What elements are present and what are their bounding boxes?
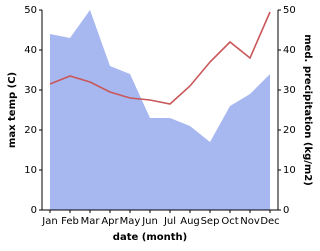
y-tick-label: 40 [24, 45, 37, 56]
y-tick-label: 30 [24, 85, 37, 96]
y-axis-label: max temp (C) [7, 72, 18, 148]
y2-tick-label: 10 [283, 165, 296, 176]
x-tick-label: Dec [260, 216, 279, 227]
x-tick-label: Jul [163, 216, 176, 227]
x-tick-label: May [120, 216, 141, 227]
y-tick-label: 10 [24, 165, 37, 176]
x-tick-label: Apr [101, 216, 119, 227]
y2-tick-label: 20 [283, 125, 296, 136]
chart: date (month) max temp (C) med. precipita… [7, 5, 313, 243]
y2-tick-label: 30 [283, 85, 296, 96]
x-tick-label: Aug [180, 216, 200, 227]
y2-tick-label: 40 [283, 45, 296, 56]
y-tick-label: 20 [24, 125, 37, 136]
y2-tick-label: 50 [283, 5, 296, 16]
x-tick-label: Nov [240, 216, 260, 227]
y2-axis-label: med. precipitation (kg/m2) [302, 34, 313, 186]
x-tick-label: Feb [61, 216, 79, 227]
x-tick-label: Sep [201, 216, 220, 227]
y-tick-label: 50 [24, 5, 37, 16]
precipitation-area [50, 10, 270, 210]
x-tick-label: Jan [41, 216, 57, 227]
temperature-line [49, 11, 271, 105]
y2-tick-label: 0 [283, 205, 289, 216]
y-tick-label: 0 [31, 205, 37, 216]
x-axis-label: date (month) [113, 232, 187, 243]
x-tick-label: Oct [221, 216, 238, 227]
x-tick-label: Jun [141, 216, 158, 227]
x-tick-label: Mar [81, 216, 101, 227]
